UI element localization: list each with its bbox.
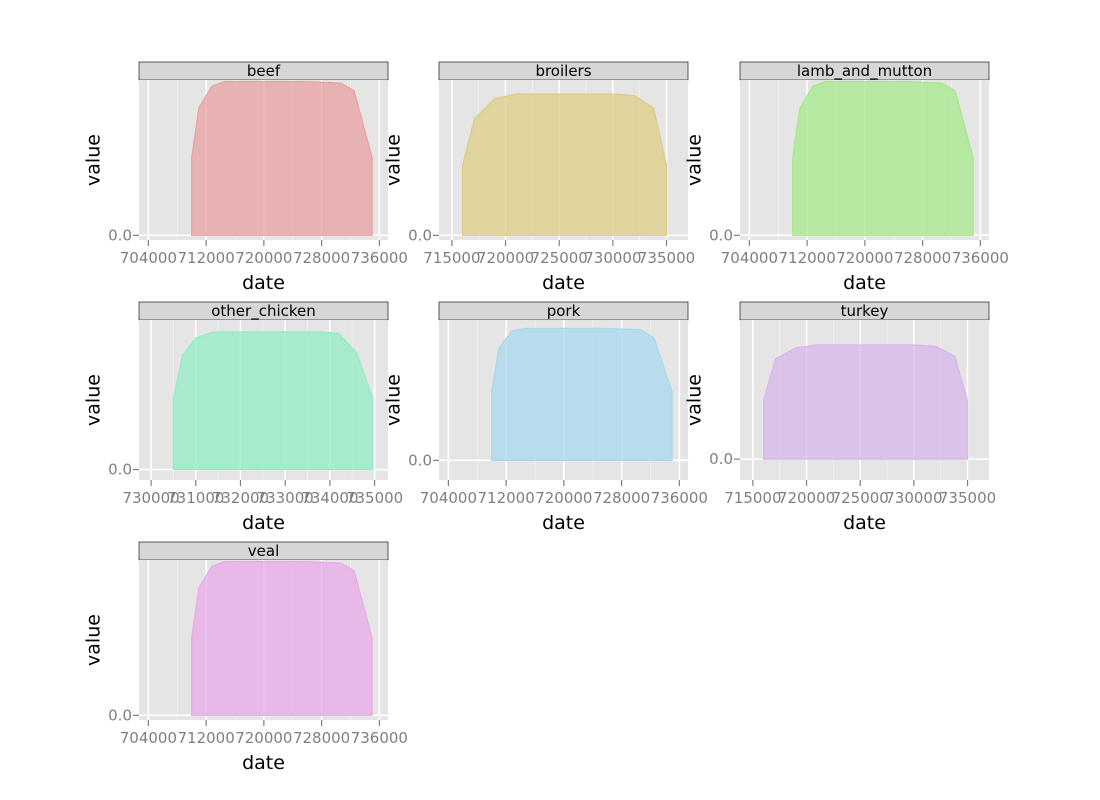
- area-series-turkey: [763, 344, 969, 460]
- facet-strip-label: turkey: [841, 302, 889, 320]
- y-axis-title: value: [684, 374, 706, 426]
- x-axis-title: date: [843, 512, 886, 534]
- facet-strip-label: broilers: [535, 62, 591, 80]
- y-axis-title: value: [383, 374, 405, 426]
- x-tick-label: 720000: [778, 489, 835, 507]
- x-tick-label: 735000: [939, 489, 996, 507]
- x-tick-label: 736000: [351, 249, 408, 267]
- x-axis-title: date: [542, 512, 585, 534]
- facet-strip-label: other_chicken: [211, 302, 316, 321]
- y-tick-label: 0.0: [709, 450, 733, 468]
- y-axis-title: value: [83, 134, 105, 186]
- x-tick-label: 736000: [952, 249, 1009, 267]
- x-tick-label: 704000: [721, 249, 778, 267]
- x-axis-title: date: [242, 512, 285, 534]
- x-axis-title: date: [242, 752, 285, 774]
- y-tick-label: 0.0: [108, 226, 132, 244]
- x-tick-label: 734000: [301, 489, 358, 507]
- x-tick-label: 725000: [832, 489, 889, 507]
- x-tick-label: 732000: [212, 489, 269, 507]
- x-tick-label: 720000: [235, 249, 292, 267]
- x-tick-label: 728000: [593, 489, 650, 507]
- x-tick-label: 715000: [423, 249, 480, 267]
- area-series-broilers: [462, 93, 668, 236]
- facet-strip-label: lamb_and_mutton: [797, 62, 932, 81]
- y-tick-label: 0.0: [408, 451, 432, 469]
- x-tick-label: 712000: [177, 249, 234, 267]
- facet-strip-label: pork: [547, 302, 581, 320]
- facet-panel-lamb_and_mutton: lamb_and_mutton 0.0 704000 712000 720000 7280…: [684, 61, 1009, 294]
- x-tick-label: 725000: [531, 249, 588, 267]
- x-tick-label: 720000: [235, 729, 292, 747]
- x-tick-label: 730000: [584, 249, 641, 267]
- x-tick-label: 728000: [293, 729, 350, 747]
- x-tick-label: 720000: [477, 249, 534, 267]
- x-tick-label: 712000: [477, 489, 534, 507]
- x-tick-label: 730000: [885, 489, 942, 507]
- x-axis-title: date: [542, 272, 585, 294]
- x-tick-label: 736000: [351, 729, 408, 747]
- x-tick-label: 728000: [293, 249, 350, 267]
- x-tick-label: 704000: [120, 729, 177, 747]
- x-tick-label: 704000: [120, 249, 177, 267]
- x-tick-label: 728000: [894, 249, 951, 267]
- area-series-veal: [191, 561, 373, 716]
- x-tick-label: 720000: [535, 489, 592, 507]
- area-series-pork: [491, 327, 673, 461]
- facet-panel-beef: beef 0.0 704000 712000 720000 728000 736000 dat…: [83, 61, 408, 294]
- facet-panel-broilers: broilers 0.0 71500072000072500073000073500…: [383, 61, 695, 294]
- x-tick-label: 736000: [651, 489, 708, 507]
- x-tick-label: 730000: [122, 489, 179, 507]
- x-tick-label: 704000: [420, 489, 477, 507]
- x-tick-label: 712000: [778, 249, 835, 267]
- area-series-lamb_and_mutton: [792, 81, 974, 236]
- x-tick-label: 712000: [177, 729, 234, 747]
- x-tick-label: 715000: [724, 489, 781, 507]
- x-axis-title: date: [242, 272, 285, 294]
- facet-panel-pork: pork 0.0 704000 712000 720000 728000 736000 dat…: [383, 301, 708, 534]
- facet-panel-veal: veal 0.0 704000 712000 720000 728000 736000 dat…: [83, 541, 408, 774]
- area-series-beef: [191, 81, 373, 236]
- x-tick-label: 735000: [638, 249, 695, 267]
- x-tick-label: 731000: [167, 489, 224, 507]
- y-tick-label: 0.0: [709, 226, 733, 244]
- y-tick-label: 0.0: [108, 461, 132, 479]
- y-tick-label: 0.0: [108, 706, 132, 724]
- x-axis-title: date: [843, 272, 886, 294]
- y-axis-title: value: [383, 134, 405, 186]
- area-series-other_chicken: [172, 331, 373, 471]
- x-tick-label: 720000: [836, 249, 893, 267]
- x-tick-label: 735000: [346, 489, 403, 507]
- facet-panel-other_chicken: other_chicken 0.0 730000731000732000733000…: [83, 301, 403, 534]
- y-axis-title: value: [83, 614, 105, 666]
- y-axis-title: value: [83, 374, 105, 426]
- facet-strip-label: beef: [247, 62, 281, 80]
- y-tick-label: 0.0: [408, 226, 432, 244]
- y-axis-title: value: [684, 134, 706, 186]
- x-tick-label: 733000: [257, 489, 314, 507]
- facet-strip-label: veal: [248, 542, 279, 560]
